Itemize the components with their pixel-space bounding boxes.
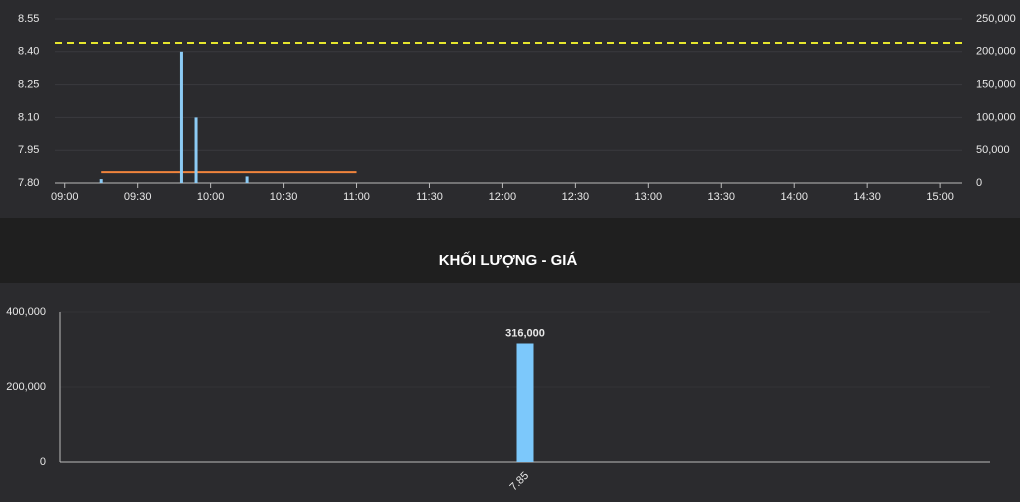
x-tick-label: 11:00: [343, 191, 370, 203]
volume-bar: [194, 117, 198, 183]
y2-tick-label: 250,000: [976, 13, 1016, 25]
x-tick-label: 10:30: [270, 191, 298, 203]
volume-bar: [179, 51, 183, 183]
y-tick-label: 8.55: [18, 13, 39, 25]
bottom-panel: [0, 283, 1020, 502]
x-tick-label: 14:30: [853, 191, 881, 203]
x-tick-label: 09:30: [124, 191, 152, 203]
x-tick-label: 13:30: [708, 191, 736, 203]
y-tick-label: 8.25: [18, 79, 39, 91]
x-tick-label: 15:00: [926, 191, 954, 203]
y-tick-label: 8.10: [18, 111, 39, 123]
y2-tick-label: 0: [976, 177, 982, 189]
bar: [516, 343, 534, 462]
y2-tick-label: 200,000: [976, 46, 1016, 58]
volume-bar: [245, 176, 249, 183]
y2-tick-label: 50,000: [976, 144, 1010, 156]
x-tick-label: 12:30: [562, 191, 590, 203]
y-tick-label: 8.40: [18, 46, 39, 58]
title-band: [0, 218, 1020, 283]
x-tick-label: 10:00: [197, 191, 225, 203]
y-tick-label: 400,000: [6, 306, 46, 318]
chart-title: KHỐI LƯỢNG - GIÁ: [439, 251, 578, 269]
x-tick-label: 14:00: [780, 191, 808, 203]
top-panel: [0, 0, 1020, 218]
y-tick-label: 7.95: [18, 144, 39, 156]
x-tick-label: 13:00: [635, 191, 663, 203]
y2-tick-label: 150,000: [976, 79, 1016, 91]
x-tick-label: 11:30: [416, 191, 443, 203]
y2-tick-label: 100,000: [976, 111, 1016, 123]
y-tick-label: 0: [40, 456, 46, 468]
value-label: 316,000: [505, 327, 545, 339]
y-tick-label: 200,000: [6, 381, 46, 393]
x-tick-label: 12:00: [489, 191, 517, 203]
y-tick-label: 7.80: [18, 177, 39, 189]
x-tick-label: 09:00: [51, 191, 79, 203]
volume-bar: [99, 179, 103, 183]
